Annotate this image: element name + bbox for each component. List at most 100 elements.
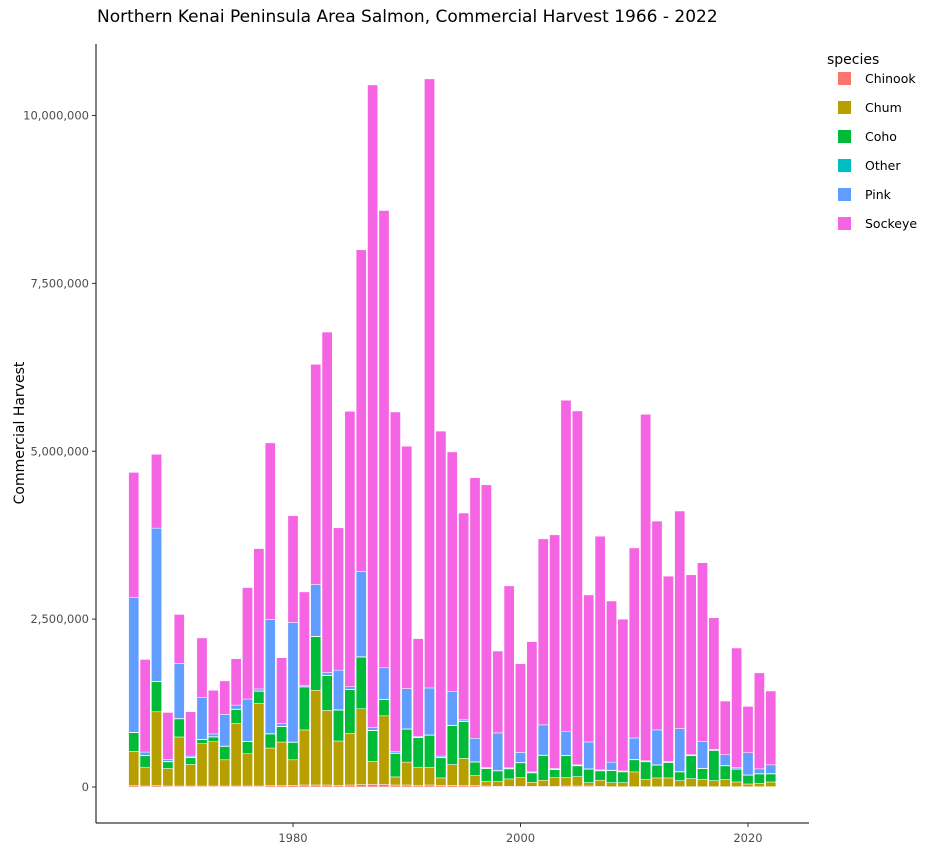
bar-segment-coho-2007 [594, 770, 606, 781]
bar-segment-sockeye-2011 [640, 414, 652, 762]
bar-segment-sockeye-1969 [162, 712, 174, 760]
bar-segment-coho-1989 [390, 753, 401, 778]
bar-segment-pink-2010 [628, 737, 640, 760]
x-tick-label: 1980 [278, 831, 307, 845]
bar-segment-coho-2018 [719, 765, 731, 780]
legend-label-sockeye: Sockeye [865, 216, 917, 231]
bar-segment-sockeye-1974 [219, 680, 231, 715]
bar-segment-coho-2013 [663, 762, 674, 779]
bar-segment-chinook-1985 [344, 784, 356, 788]
bar-segment-coho-2015 [685, 755, 697, 779]
bar-segment-chum-2006 [583, 782, 595, 787]
bar-segment-coho-1968 [151, 681, 162, 713]
bar-segment-chum-1983 [321, 710, 333, 786]
y-tick-label: 2,500,000 [30, 612, 89, 626]
bar-segment-sockeye-1996 [469, 477, 481, 739]
bar-segment-pink-1990 [401, 688, 413, 730]
bar-segment-chum-1999 [503, 778, 515, 787]
legend-label-pink: Pink [865, 187, 892, 202]
bar-segment-chinook-1982 [310, 784, 322, 788]
bar-segment-sockeye-1967 [139, 659, 151, 753]
bar-segment-sockeye-2006 [583, 594, 595, 743]
y-tick-label: 5,000,000 [30, 444, 89, 458]
bar-segment-sockeye-2018 [719, 700, 731, 756]
bar-segment-sockeye-1992 [424, 78, 435, 689]
bar-segment-sockeye-2010 [628, 547, 640, 739]
bar-segment-chum-1984 [333, 740, 344, 786]
bar-segment-coho-2006 [583, 768, 595, 783]
bar-segment-coho-2005 [572, 765, 583, 777]
bar-segment-chum-1992 [424, 767, 435, 786]
bar-segment-sockeye-1986 [355, 249, 367, 572]
bar-segment-coho-2003 [549, 769, 561, 778]
bar-segment-chum-1988 [378, 715, 390, 785]
bar-segment-sockeye-1994 [446, 451, 458, 692]
bar-segment-chum-1967 [139, 766, 151, 787]
bar-segment-sockeye-1983 [321, 331, 333, 673]
bar-segment-coho-2020 [742, 775, 754, 785]
bar-segment-coho-2001 [526, 772, 538, 783]
bar-segment-chum-2011 [640, 779, 652, 787]
bar-segment-sockeye-2002 [537, 538, 549, 726]
bar-segment-coho-1985 [344, 689, 356, 734]
legend-key-other [838, 159, 851, 172]
bar-segment-chum-1971 [185, 764, 196, 787]
bar-segment-coho-1978 [264, 733, 276, 749]
bar-segment-pink-1970 [173, 663, 185, 719]
bar-segment-coho-1993 [435, 757, 447, 779]
bar-segment-chum-1996 [469, 775, 481, 786]
bar-segment-coho-1971 [185, 757, 196, 765]
bar-segment-chum-2014 [674, 780, 686, 787]
bar-segment-sockeye-2000 [515, 663, 526, 753]
bar-segment-sockeye-2019 [731, 647, 743, 768]
bar-segment-pink-1969 [162, 759, 174, 762]
bar-segment-chum-2003 [549, 777, 561, 787]
bar-segment-pink-1983 [321, 672, 333, 676]
bar-segment-pink-1992 [424, 687, 435, 736]
bar-segment-pink-1987 [367, 727, 379, 731]
bar-segment-sockeye-1968 [151, 454, 162, 529]
y-axis-ticks: 0 2,500,000 5,000,000 7,500,000 10,000,000 [23, 109, 96, 794]
bar-segment-pink-2018 [719, 754, 731, 766]
bar-segment-coho-1990 [401, 729, 413, 763]
bar-segment-pink-1996 [469, 738, 481, 763]
bar-segment-chum-2008 [606, 782, 617, 787]
bar-segment-pink-2021 [754, 768, 765, 774]
bar-segment-chum-1981 [299, 729, 310, 786]
legend-title: species [827, 52, 879, 68]
bar-segment-coho-1979 [276, 726, 288, 743]
bar-segment-chinook-1988 [378, 784, 390, 788]
bar-segment-coho-1970 [173, 718, 185, 738]
bar-segment-coho-2012 [651, 764, 663, 779]
bar-segment-chum-1989 [390, 776, 401, 786]
bar-segment-chum-1978 [264, 747, 276, 786]
bar-segment-chum-1997 [481, 781, 492, 787]
bar-segment-pink-1988 [378, 667, 390, 700]
bar-segment-coho-2002 [537, 755, 549, 781]
bar-segment-sockeye-2015 [685, 574, 697, 756]
bar-segment-chum-1977 [253, 703, 265, 787]
bar-segment-coho-2008 [606, 770, 617, 783]
bar-segment-chum-1994 [446, 764, 458, 786]
bar-segment-chum-1974 [219, 759, 231, 787]
y-tick-label: 10,000,000 [23, 109, 89, 123]
bar-segment-sockeye-2012 [651, 520, 663, 731]
legend-key-coho [838, 130, 851, 143]
bar-segment-coho-1966 [128, 732, 140, 752]
bar-segment-coho-1995 [458, 721, 470, 759]
bar-segment-coho-1969 [162, 761, 174, 769]
bar-segment-pink-2002 [537, 724, 549, 756]
bar-segment-chum-1980 [287, 759, 299, 786]
bar-segment-sockeye-2020 [742, 706, 754, 753]
bar-segment-chum-1970 [173, 736, 185, 787]
bar-segment-chinook-1995 [458, 785, 470, 788]
bar-segment-coho-1992 [424, 735, 435, 768]
bar-segment-coho-2021 [754, 773, 765, 784]
bar-segment-chum-1976 [242, 753, 253, 787]
bar-segment-pink-1976 [242, 698, 253, 742]
bar-segment-coho-2011 [640, 761, 652, 780]
bar-segment-sockeye-1972 [196, 637, 208, 698]
bar-segment-coho-1980 [287, 742, 299, 761]
bars-group [128, 78, 777, 788]
